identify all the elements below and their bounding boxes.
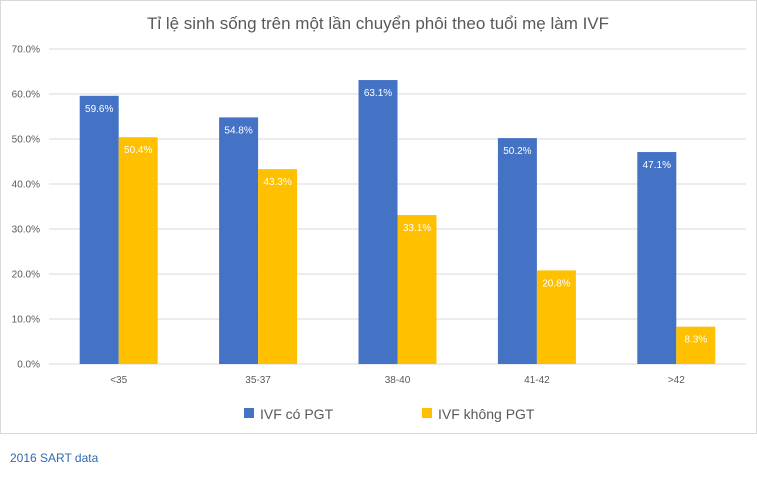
data-label: 43.3%: [263, 177, 291, 188]
bars: [79, 80, 716, 365]
data-label: 8.3%: [684, 335, 707, 346]
x-category-label: 38-40: [385, 375, 411, 386]
x-axis-categories: <35 35-37 38-40 41-42 >42: [110, 375, 685, 386]
legend-label: IVF không PGT: [438, 406, 535, 422]
y-tick-label: 30.0%: [12, 225, 40, 236]
y-tick-label: 10.0%: [12, 315, 40, 326]
bar: [676, 326, 716, 364]
legend: IVF có PGT IVF không PGT: [244, 406, 535, 422]
y-axis-ticks: 0.0% 10.0% 20.0% 30.0% 40.0% 50.0% 60.0% 70.0%: [12, 45, 40, 371]
legend-swatch: [244, 408, 254, 418]
bar: [118, 137, 158, 364]
x-category-label: 35-37: [245, 375, 271, 386]
x-category-label: 41-42: [524, 375, 550, 386]
bar: [219, 117, 259, 365]
y-tick-label: 50.0%: [12, 135, 40, 146]
x-category-label: >42: [668, 375, 685, 386]
bar: [397, 215, 437, 364]
data-labels: 59.6% 50.4% 54.8% 43.3% 63.1% 33.1% 50.2% 20.8%…: [85, 88, 707, 346]
y-tick-label: 0.0%: [17, 360, 40, 371]
source-note: 2016 SART data: [10, 451, 99, 465]
chart-title: Tỉ lệ sinh sống trên một lần chuyển phôi…: [147, 14, 609, 33]
y-tick-label: 40.0%: [12, 180, 40, 191]
data-label: 50.4%: [124, 145, 152, 156]
data-label: 63.1%: [364, 88, 392, 99]
legend-label: IVF có PGT: [260, 406, 334, 422]
bar: [358, 80, 398, 365]
bar: [79, 95, 119, 365]
y-tick-label: 70.0%: [12, 45, 40, 56]
bar: [258, 169, 298, 364]
y-tick-label: 20.0%: [12, 270, 40, 281]
data-label: 59.6%: [85, 104, 113, 115]
bar: [497, 138, 537, 364]
y-tick-label: 60.0%: [12, 90, 40, 101]
bar: [536, 270, 576, 364]
data-label: 33.1%: [403, 223, 431, 234]
chart-frame: Tỉ lệ sinh sống trên một lần chuyển phôi…: [0, 0, 757, 434]
bar-chart: Tỉ lệ sinh sống trên một lần chuyển phôi…: [12, 14, 746, 422]
legend-swatch: [422, 408, 432, 418]
data-label: 50.2%: [503, 146, 531, 157]
bar: [637, 152, 677, 364]
x-category-label: <35: [110, 375, 127, 386]
data-label: 47.1%: [643, 160, 671, 171]
data-label: 20.8%: [542, 278, 570, 289]
data-label: 54.8%: [224, 125, 252, 136]
